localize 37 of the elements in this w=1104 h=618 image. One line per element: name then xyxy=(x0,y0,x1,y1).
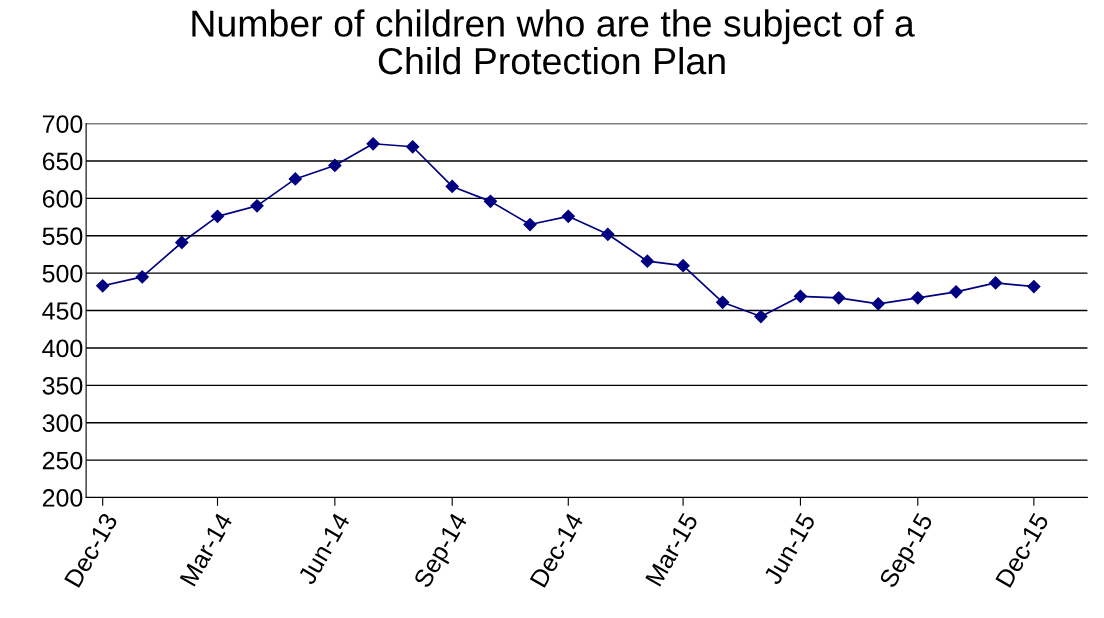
point xyxy=(561,209,575,223)
y-tick-label: 200 xyxy=(42,489,83,507)
y-tick-label: 250 xyxy=(42,451,83,470)
y-tick-label: 650 xyxy=(42,152,83,171)
point xyxy=(366,137,380,151)
point xyxy=(250,199,264,213)
point xyxy=(832,291,846,305)
point xyxy=(135,270,149,284)
y-tick-label: 400 xyxy=(42,339,83,358)
point xyxy=(793,289,808,303)
point xyxy=(754,309,768,324)
point xyxy=(911,291,925,305)
y-tick-label: 550 xyxy=(42,227,83,246)
chart-title: Number of children who are the subject of a Child Protection Plan xyxy=(192,9,915,75)
point xyxy=(1027,280,1041,294)
point xyxy=(716,295,730,309)
point xyxy=(175,235,189,250)
point xyxy=(949,285,963,299)
point xyxy=(483,194,498,208)
y-tick-label: 450 xyxy=(42,302,83,320)
point xyxy=(601,227,615,241)
y-tick-label: 500 xyxy=(42,264,83,283)
point xyxy=(210,209,225,223)
point xyxy=(288,172,302,186)
point xyxy=(523,217,537,232)
point xyxy=(406,140,420,154)
point xyxy=(989,276,1003,290)
point xyxy=(96,279,110,293)
y-tick-label: 700 xyxy=(42,115,83,133)
point xyxy=(640,254,654,268)
point xyxy=(328,158,342,173)
point xyxy=(676,259,690,273)
point xyxy=(871,297,885,311)
y-tick-label: 600 xyxy=(42,189,83,208)
y-tick-label: 350 xyxy=(42,376,83,395)
point xyxy=(445,179,459,194)
y-tick-label: 300 xyxy=(42,414,83,433)
